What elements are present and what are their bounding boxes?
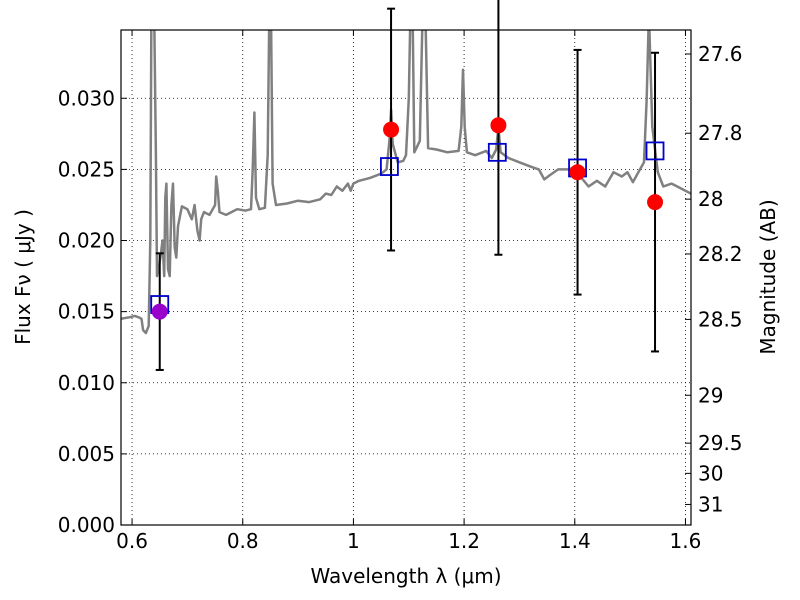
y2-tick-label: 28.2 <box>698 242 743 266</box>
model-point <box>645 141 665 161</box>
x-tick-labels: 0.6 0.8 1 1.2 1.4 1.6 <box>116 529 701 553</box>
y2-tick-labels: 27.6 27.8 28 28.2 28.5 29 29.5 30 31 <box>698 42 743 516</box>
model-point <box>487 142 507 162</box>
y2-tick-label: 29.5 <box>698 431 743 455</box>
spectrum-layer <box>121 30 691 335</box>
x-tick-label: 1 <box>347 529 360 553</box>
observed-point <box>151 303 168 320</box>
plot-frame <box>120 29 692 526</box>
y2-tick-label: 28 <box>698 187 723 211</box>
observed-point <box>647 194 664 211</box>
y2-tick-label: 31 <box>698 492 723 516</box>
x-tick-label: 0.8 <box>227 529 259 553</box>
y2-tick-label: 27.8 <box>698 121 743 145</box>
y2-tick-label: 30 <box>698 461 723 485</box>
y-tick-label: 0.030 <box>58 86 115 110</box>
y2-tick-label: 29 <box>698 383 723 407</box>
y-tick-label: 0.005 <box>58 442 115 466</box>
model-point <box>379 157 399 176</box>
spectrum-line <box>121 30 691 335</box>
observed-point <box>569 164 586 181</box>
tick-marks <box>121 30 691 526</box>
x-axis-title: Wavelength λ (μm) <box>310 564 501 588</box>
y-tick-label: 0.000 <box>58 513 115 537</box>
x-tick-label: 1.6 <box>670 529 702 553</box>
y-tick-label: 0.015 <box>58 300 115 324</box>
x-tick-label: 1.4 <box>559 529 591 553</box>
y2-tick-label: 28.5 <box>698 307 743 331</box>
x-tick-label: 1.2 <box>448 529 480 553</box>
y-axis-title: Flux Fν ( μJy ) <box>11 209 35 345</box>
y-tick-label: 0.025 <box>58 157 115 181</box>
y-tick-label: 0.020 <box>58 229 115 253</box>
x-tick-label: 0.6 <box>116 529 148 553</box>
observed-point <box>490 117 507 134</box>
y-tick-labels: 0.000 0.005 0.010 0.015 0.020 0.025 0.030 <box>58 86 115 537</box>
y2-axis-title: Magnitude (AB) <box>756 199 780 354</box>
y2-tick-label: 27.6 <box>698 42 743 66</box>
observed-point <box>383 121 400 138</box>
observed-photometry-points <box>151 117 664 320</box>
y-tick-label: 0.010 <box>58 371 115 395</box>
